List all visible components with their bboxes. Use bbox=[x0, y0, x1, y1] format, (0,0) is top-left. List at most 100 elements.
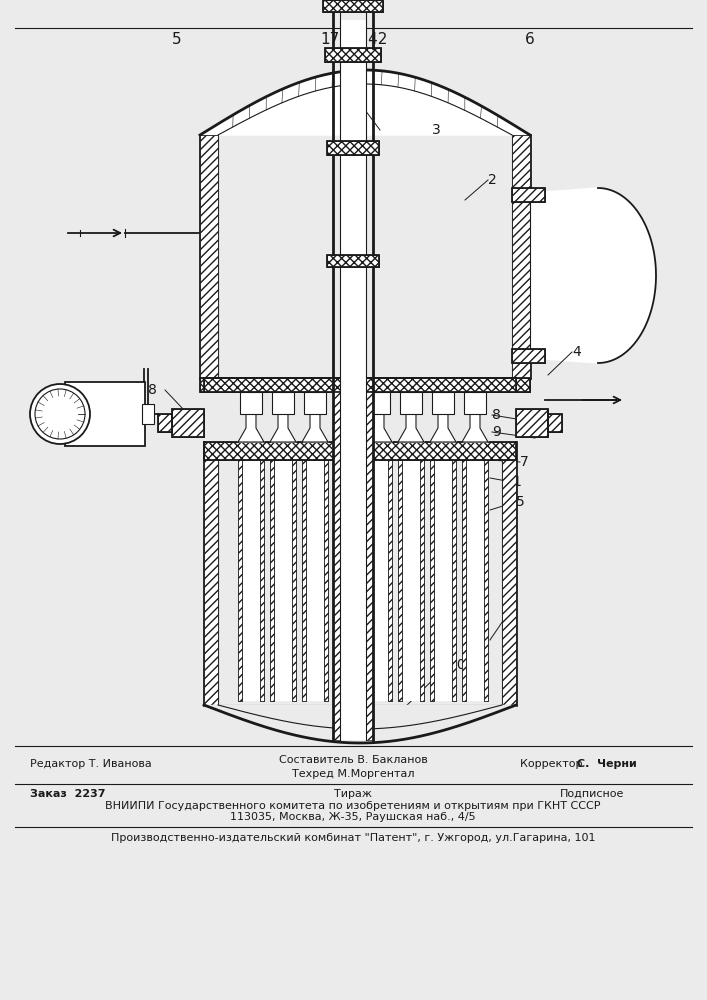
Text: Корректор: Корректор bbox=[520, 759, 586, 769]
Bar bbox=[200, 135, 218, 378]
Bar bbox=[484, 446, 488, 701]
Text: 7: 7 bbox=[520, 455, 529, 469]
Bar bbox=[323, 0, 383, 12]
Bar bbox=[388, 446, 392, 701]
Bar bbox=[356, 446, 360, 701]
Bar bbox=[333, 392, 340, 740]
Text: Производственно-издательский комбинат "Патент", г. Ужгород, ул.Гагарина, 101: Производственно-издательский комбинат "П… bbox=[111, 833, 595, 843]
Text: Составитель В. Бакланов: Составитель В. Бакланов bbox=[279, 755, 427, 765]
Bar bbox=[432, 392, 454, 414]
Bar bbox=[142, 404, 154, 424]
Bar bbox=[172, 409, 204, 437]
Bar bbox=[420, 446, 424, 701]
Text: 5: 5 bbox=[516, 495, 525, 509]
Bar bbox=[420, 446, 424, 701]
Text: 10: 10 bbox=[448, 658, 466, 672]
Bar bbox=[324, 446, 328, 701]
Text: 1: 1 bbox=[512, 475, 521, 489]
Bar bbox=[430, 446, 434, 701]
Bar bbox=[370, 446, 388, 701]
Text: Техред М.Моргентал: Техред М.Моргентал bbox=[292, 769, 414, 779]
Text: С.  Черни: С. Черни bbox=[577, 759, 637, 769]
Bar bbox=[402, 446, 420, 701]
Bar bbox=[400, 392, 422, 414]
Bar bbox=[340, 20, 366, 740]
Bar bbox=[430, 446, 434, 701]
Bar bbox=[304, 392, 326, 414]
Bar bbox=[334, 446, 338, 701]
Polygon shape bbox=[334, 414, 360, 442]
Bar bbox=[462, 446, 466, 701]
Bar bbox=[327, 141, 379, 155]
Bar bbox=[204, 378, 516, 392]
Bar bbox=[242, 446, 260, 701]
Text: Редактор Т. Иванова: Редактор Т. Иванова bbox=[30, 759, 152, 769]
Bar bbox=[292, 446, 296, 701]
Bar bbox=[434, 446, 452, 701]
Bar bbox=[204, 442, 516, 460]
Bar bbox=[512, 188, 545, 202]
Polygon shape bbox=[270, 414, 296, 442]
Bar bbox=[270, 446, 274, 701]
Bar bbox=[484, 446, 488, 701]
Bar bbox=[204, 442, 516, 460]
Bar bbox=[158, 414, 172, 432]
Text: 4: 4 bbox=[572, 345, 580, 359]
Bar bbox=[302, 446, 306, 701]
Polygon shape bbox=[430, 414, 456, 442]
Bar bbox=[327, 141, 379, 155]
Text: 1741842: 1741842 bbox=[320, 32, 387, 47]
Polygon shape bbox=[398, 414, 424, 442]
Bar bbox=[65, 382, 145, 446]
Bar bbox=[452, 446, 456, 701]
Bar bbox=[452, 446, 456, 701]
Bar bbox=[388, 446, 392, 701]
Bar bbox=[325, 48, 381, 62]
Bar bbox=[368, 392, 390, 414]
Bar bbox=[270, 446, 274, 701]
Bar bbox=[327, 255, 379, 267]
Text: 6: 6 bbox=[525, 32, 535, 47]
Bar bbox=[548, 414, 562, 432]
Bar bbox=[334, 446, 338, 701]
Text: 8: 8 bbox=[492, 408, 501, 422]
Bar bbox=[200, 378, 530, 392]
Bar bbox=[366, 446, 370, 701]
Bar bbox=[466, 446, 484, 701]
Bar bbox=[238, 446, 242, 701]
Text: ВНИИПИ Государственного комитета по изобретениям и открытиям при ГКНТ СССР: ВНИИПИ Государственного комитета по изоб… bbox=[105, 801, 601, 811]
Bar bbox=[336, 392, 358, 414]
Text: 50: 50 bbox=[344, 721, 362, 735]
Bar bbox=[464, 392, 486, 414]
Bar bbox=[512, 135, 530, 378]
Bar bbox=[356, 446, 360, 701]
Bar bbox=[172, 409, 204, 437]
Polygon shape bbox=[302, 414, 328, 442]
Bar bbox=[274, 446, 292, 701]
Bar bbox=[260, 446, 264, 701]
Bar bbox=[200, 378, 530, 392]
Text: 3: 3 bbox=[432, 123, 440, 137]
Bar bbox=[158, 414, 172, 432]
Bar bbox=[512, 188, 545, 202]
Circle shape bbox=[30, 384, 90, 444]
Bar bbox=[516, 409, 548, 437]
Polygon shape bbox=[530, 188, 656, 363]
Bar bbox=[338, 446, 356, 701]
Text: 8: 8 bbox=[148, 383, 157, 397]
Polygon shape bbox=[366, 414, 392, 442]
Bar bbox=[502, 442, 516, 705]
Bar bbox=[238, 446, 242, 701]
Bar bbox=[327, 255, 379, 267]
Polygon shape bbox=[462, 414, 488, 442]
Text: 5: 5 bbox=[173, 32, 182, 47]
Polygon shape bbox=[238, 414, 264, 442]
Bar bbox=[366, 392, 373, 740]
Bar bbox=[325, 48, 381, 62]
Bar bbox=[292, 446, 296, 701]
Text: Подписное: Подписное bbox=[560, 789, 624, 799]
Bar bbox=[272, 392, 294, 414]
Text: 9: 9 bbox=[492, 425, 501, 439]
Text: 2: 2 bbox=[488, 173, 497, 187]
Bar bbox=[548, 414, 562, 432]
